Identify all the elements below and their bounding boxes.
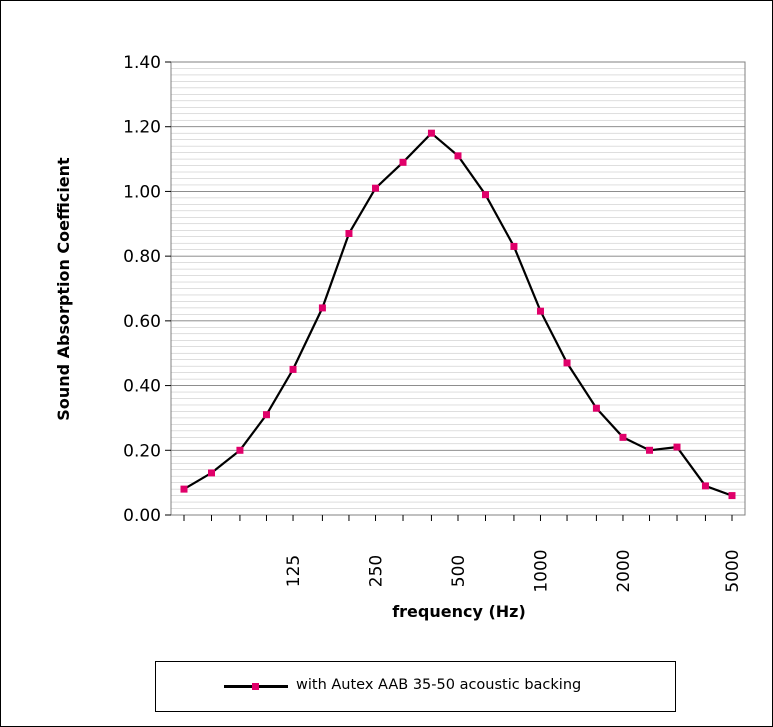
data-point <box>289 365 297 373</box>
data-point <box>318 304 326 312</box>
data-point <box>427 129 435 137</box>
data-point <box>728 492 736 500</box>
data-point <box>536 307 544 315</box>
y-tick-label: 0.60 <box>123 312 161 332</box>
series-markers <box>180 129 736 500</box>
data-point <box>372 184 380 192</box>
x-tick-label: 125 <box>284 555 304 587</box>
y-axis-ticks: 0.00 0.20 0.40 0.60 0.80 1.00 1.20 1.40 <box>123 53 171 526</box>
x-tick-label: 1000 <box>531 549 551 592</box>
data-point <box>563 359 571 367</box>
y-tick-label: 1.40 <box>123 53 161 73</box>
data-point <box>399 158 407 166</box>
x-axis-title: frequency (Hz) <box>392 602 526 621</box>
x-tick-label: 5000 <box>723 549 743 592</box>
data-point <box>482 191 490 199</box>
y-tick-label: 0.00 <box>123 506 161 526</box>
x-tick-label: 2000 <box>614 549 634 592</box>
data-point <box>262 411 270 419</box>
data-point <box>701 482 709 490</box>
y-tick-label: 0.40 <box>123 377 161 397</box>
y-tick-label: 1.00 <box>123 182 161 202</box>
data-point <box>454 152 462 160</box>
gridlines <box>171 61 745 516</box>
x-tick-label: 500 <box>449 555 469 587</box>
y-tick-label: 1.20 <box>123 118 161 138</box>
legend: with Autex AAB 35-50 acoustic backing <box>155 661 676 712</box>
y-tick-label: 0.80 <box>123 247 161 267</box>
y-tick-label: 0.20 <box>123 441 161 461</box>
data-point <box>592 404 600 412</box>
x-axis-ticks: 125 250 500 1000 2000 5000 <box>183 515 743 593</box>
y-axis-title: Sound Absorption Coefficient <box>54 157 73 421</box>
data-point <box>208 469 216 477</box>
data-point <box>619 433 627 441</box>
data-point <box>673 443 681 451</box>
data-point <box>345 229 353 237</box>
data-point <box>510 242 518 250</box>
legend-marker-swatch <box>252 683 259 690</box>
data-point <box>646 446 654 454</box>
data-point <box>180 485 188 493</box>
x-tick-label: 250 <box>367 555 387 587</box>
data-point <box>236 446 244 454</box>
legend-label: with Autex AAB 35-50 acoustic backing <box>296 677 582 693</box>
